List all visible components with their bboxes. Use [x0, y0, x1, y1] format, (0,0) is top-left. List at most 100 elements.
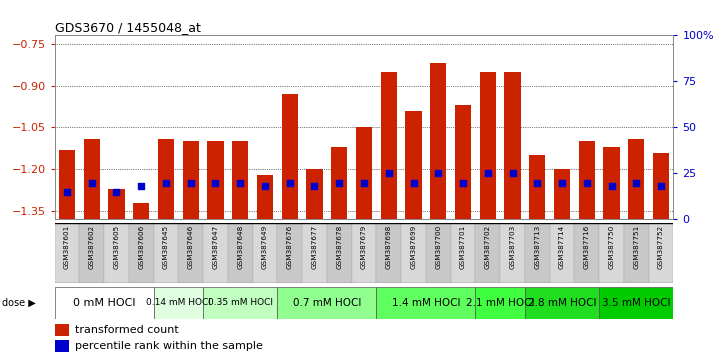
Text: GSM387676: GSM387676 [287, 225, 293, 269]
Bar [554, 169, 570, 219]
Point [457, 180, 469, 185]
Text: 2.8 mM HOCl: 2.8 mM HOCl [528, 298, 596, 308]
Text: GDS3670 / 1455048_at: GDS3670 / 1455048_at [55, 21, 200, 34]
Bar [232, 141, 248, 219]
Point [185, 180, 197, 185]
Bar [574, 223, 599, 283]
Bar [84, 139, 100, 219]
Bar [405, 111, 422, 219]
Bar [257, 175, 273, 219]
Point [383, 171, 395, 176]
Point [531, 180, 543, 185]
Bar [154, 287, 203, 319]
Bar [203, 287, 277, 319]
Bar [475, 223, 500, 283]
Text: GSM387700: GSM387700 [435, 225, 441, 269]
Bar [302, 223, 327, 283]
Bar [505, 72, 521, 219]
Text: dose ▶: dose ▶ [2, 298, 36, 308]
Bar [550, 223, 574, 283]
Point [358, 180, 370, 185]
Bar [282, 94, 298, 219]
Bar [277, 223, 302, 283]
Text: GSM387646: GSM387646 [188, 225, 194, 269]
Text: GSM387750: GSM387750 [609, 225, 614, 269]
Point [408, 180, 419, 185]
Bar [475, 287, 525, 319]
Text: GSM387751: GSM387751 [633, 225, 639, 269]
Bar [253, 223, 277, 283]
Text: 0.14 mM HOCl: 0.14 mM HOCl [146, 298, 211, 307]
Point [259, 183, 271, 189]
Bar [158, 139, 174, 219]
Text: 1.4 mM HOCl: 1.4 mM HOCl [392, 298, 460, 308]
Bar [579, 141, 595, 219]
Bar [104, 223, 129, 283]
Text: 0.7 mM HOCl: 0.7 mM HOCl [293, 298, 361, 308]
Point [309, 183, 320, 189]
Bar [376, 287, 475, 319]
Text: transformed count: transformed count [75, 325, 178, 336]
Bar [604, 147, 620, 219]
Text: 2.1 mM HOCl: 2.1 mM HOCl [466, 298, 534, 308]
Bar [628, 139, 644, 219]
Bar [401, 223, 426, 283]
Bar [55, 287, 154, 319]
Bar [525, 223, 550, 283]
Text: GSM387679: GSM387679 [361, 225, 367, 269]
Bar [55, 340, 69, 353]
Bar [306, 169, 323, 219]
Bar [55, 324, 69, 336]
Text: percentile rank within the sample: percentile rank within the sample [75, 341, 263, 352]
Point [86, 180, 98, 185]
Text: 0 mM HOCl: 0 mM HOCl [73, 298, 135, 308]
Point [630, 180, 642, 185]
Bar [55, 223, 79, 283]
Text: GSM387699: GSM387699 [411, 225, 416, 269]
Bar [203, 223, 228, 283]
Text: GSM387605: GSM387605 [114, 225, 119, 269]
Text: GSM387606: GSM387606 [138, 225, 144, 269]
Text: GSM387647: GSM387647 [213, 225, 218, 269]
Bar [277, 287, 376, 319]
Point [655, 183, 667, 189]
Bar [376, 223, 401, 283]
Point [507, 171, 518, 176]
Bar [178, 223, 203, 283]
Point [160, 180, 172, 185]
Bar [183, 141, 199, 219]
Bar [599, 287, 673, 319]
Bar [653, 153, 669, 219]
Bar [529, 155, 545, 219]
Point [284, 180, 296, 185]
Bar [455, 105, 471, 219]
Text: GSM387702: GSM387702 [485, 225, 491, 269]
Text: GSM387716: GSM387716 [584, 225, 590, 269]
Point [432, 171, 444, 176]
Point [210, 180, 221, 185]
Text: GSM387714: GSM387714 [559, 225, 565, 269]
Point [581, 180, 593, 185]
Point [556, 180, 568, 185]
Bar [129, 223, 154, 283]
Point [606, 183, 617, 189]
Text: GSM387601: GSM387601 [64, 225, 70, 269]
Bar [327, 223, 352, 283]
Text: GSM387713: GSM387713 [534, 225, 540, 269]
Text: GSM387752: GSM387752 [658, 225, 664, 269]
Bar [356, 127, 372, 219]
Bar [154, 223, 178, 283]
Bar [451, 223, 475, 283]
Text: GSM387602: GSM387602 [89, 225, 95, 269]
Point [61, 189, 73, 195]
Bar [331, 147, 347, 219]
Point [135, 183, 147, 189]
Bar [599, 223, 624, 283]
Bar [430, 63, 446, 219]
Text: GSM387649: GSM387649 [262, 225, 268, 269]
Point [234, 180, 246, 185]
Text: 0.35 mM HOCl: 0.35 mM HOCl [207, 298, 273, 307]
Bar [649, 223, 673, 283]
Point [333, 180, 345, 185]
Bar [624, 223, 649, 283]
